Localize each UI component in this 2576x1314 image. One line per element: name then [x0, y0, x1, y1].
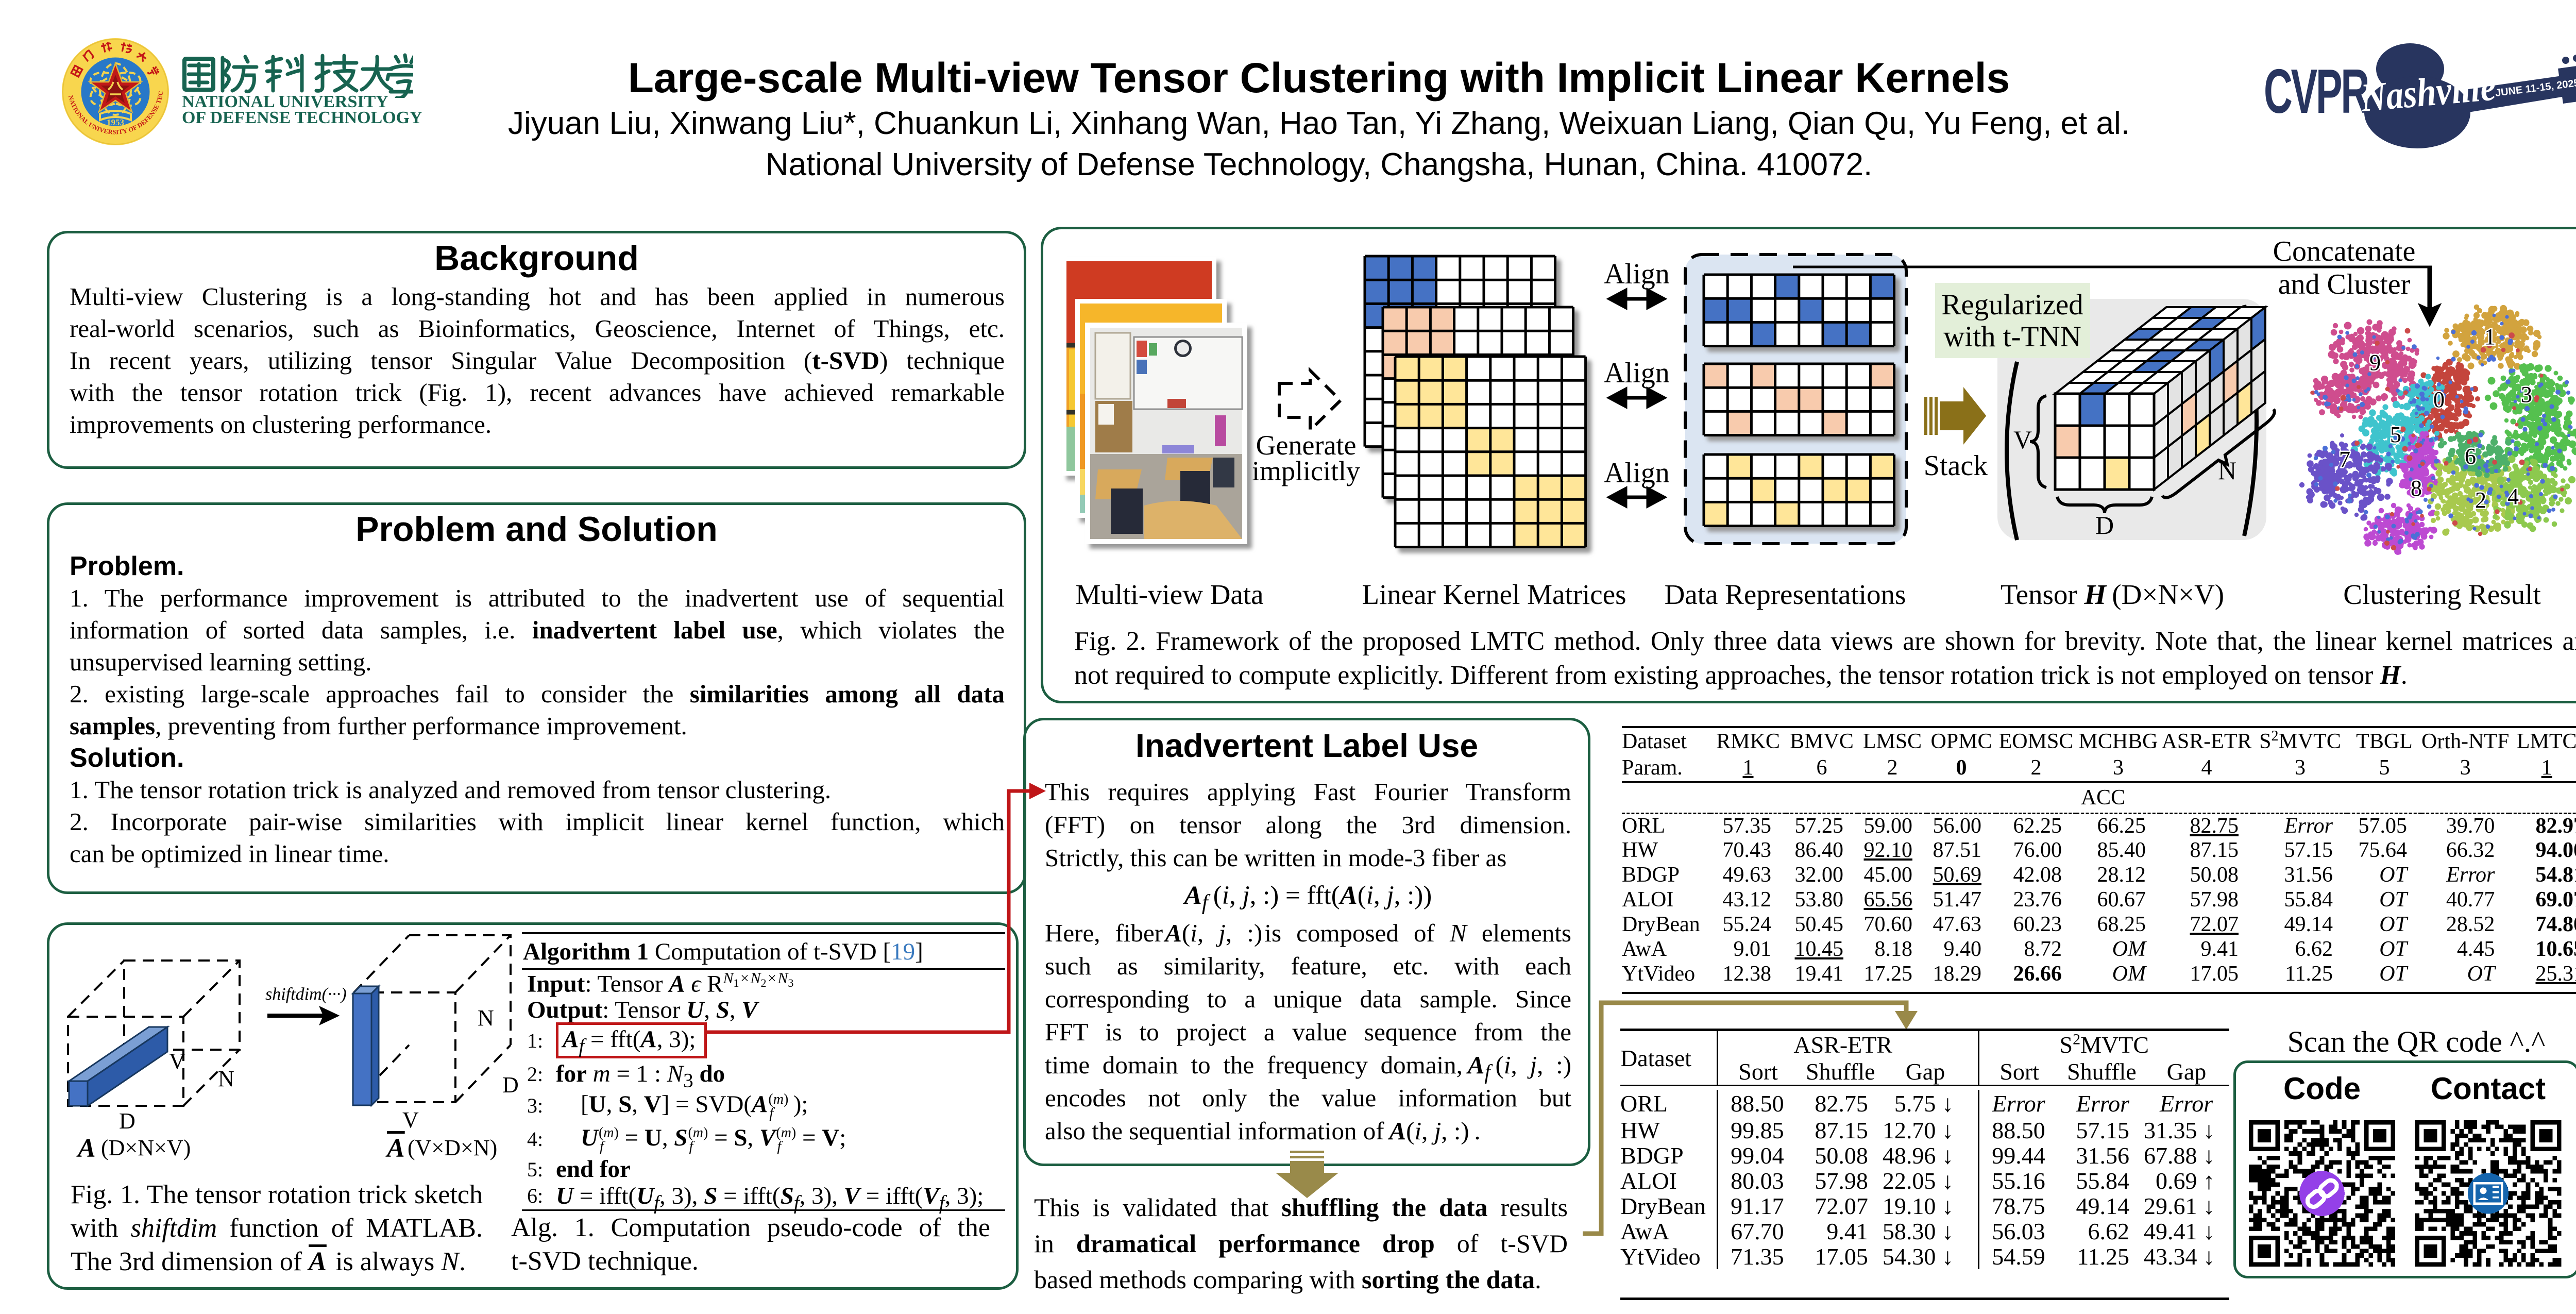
svg-text:Data Representations: Data Representations [1665, 579, 1906, 610]
svg-text:Clustering Result: Clustering Result [2343, 579, 2540, 610]
svg-text:N: N [478, 1005, 494, 1031]
svg-text:with t-TNN: with t-TNN [1943, 321, 2081, 353]
svg-text:shiftdim(···): shiftdim(···) [265, 985, 347, 1004]
svg-text:V: V [169, 1049, 185, 1074]
svg-text:4: 4 [2507, 484, 2519, 509]
svg-text:Stack: Stack [1924, 450, 1988, 482]
svg-text:implicitly: implicitly [1252, 456, 1360, 486]
svg-text:Align: Align [1604, 258, 1670, 290]
svg-text:8: 8 [2411, 476, 2422, 501]
svg-text:Align: Align [1604, 457, 1670, 489]
svg-text:(D×N×V): (D×N×V) [101, 1135, 191, 1160]
svg-text:N: N [218, 1066, 234, 1091]
svg-text:9: 9 [2369, 350, 2381, 375]
svg-text:Multi-view Data: Multi-view Data [1075, 579, 1263, 610]
svg-text:N: N [2218, 456, 2236, 485]
svg-text:V: V [402, 1107, 419, 1133]
svg-text:Concatenate: Concatenate [2273, 235, 2416, 267]
svg-text:D: D [2095, 511, 2114, 540]
svg-text:1953: 1953 [107, 117, 124, 127]
svg-text:and Cluster: and Cluster [2278, 268, 2411, 300]
svg-text:D: D [119, 1108, 135, 1134]
svg-text:Linear Kernel Matrices: Linear Kernel Matrices [1362, 579, 1626, 610]
svg-text:Generate: Generate [1256, 430, 1357, 461]
svg-text:(V×D×N): (V×D×N) [408, 1135, 497, 1160]
svg-text:7: 7 [2339, 447, 2350, 472]
svg-text:1: 1 [2484, 324, 2496, 349]
svg-text:A: A [385, 1134, 405, 1163]
svg-text:Regularized: Regularized [1941, 289, 2083, 321]
svg-text:3: 3 [2521, 382, 2532, 407]
svg-text:A: A [76, 1134, 96, 1163]
svg-text:Tensor H (D×N×V): Tensor H (D×N×V) [2001, 579, 2224, 610]
svg-text:0: 0 [2433, 387, 2445, 412]
svg-text:V: V [2013, 425, 2032, 454]
svg-text:Align: Align [1604, 357, 1670, 389]
svg-text:D: D [502, 1072, 519, 1098]
svg-text:5: 5 [2390, 422, 2401, 447]
svg-text:CVPR: CVPR [2264, 56, 2369, 126]
svg-text:2: 2 [2475, 487, 2486, 513]
svg-text:6: 6 [2465, 444, 2476, 469]
